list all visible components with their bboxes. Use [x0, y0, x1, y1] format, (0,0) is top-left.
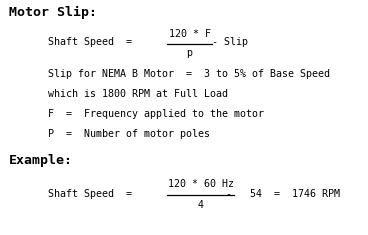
Text: which is 1800 RPM at Full Load: which is 1800 RPM at Full Load [48, 89, 228, 99]
Text: Motor Slip:: Motor Slip: [9, 6, 97, 20]
Text: 4: 4 [198, 200, 204, 210]
Text: Example:: Example: [9, 154, 73, 168]
Text: F  =  Frequency applied to the motor: F = Frequency applied to the motor [48, 109, 264, 119]
Text: -   54  =  1746 RPM: - 54 = 1746 RPM [226, 189, 340, 199]
Text: Slip for NEMA B Motor  =  3 to 5% of Base Speed: Slip for NEMA B Motor = 3 to 5% of Base … [48, 69, 330, 79]
Text: P  =  Number of motor poles: P = Number of motor poles [48, 129, 210, 139]
Text: Shaft Speed  =: Shaft Speed = [48, 37, 132, 47]
Text: 120 * 60 Hz: 120 * 60 Hz [167, 180, 234, 189]
Text: 120 * F: 120 * F [169, 29, 210, 39]
Text: Shaft Speed  =: Shaft Speed = [48, 189, 132, 199]
Text: p: p [187, 48, 192, 58]
Text: - Slip: - Slip [212, 37, 248, 47]
